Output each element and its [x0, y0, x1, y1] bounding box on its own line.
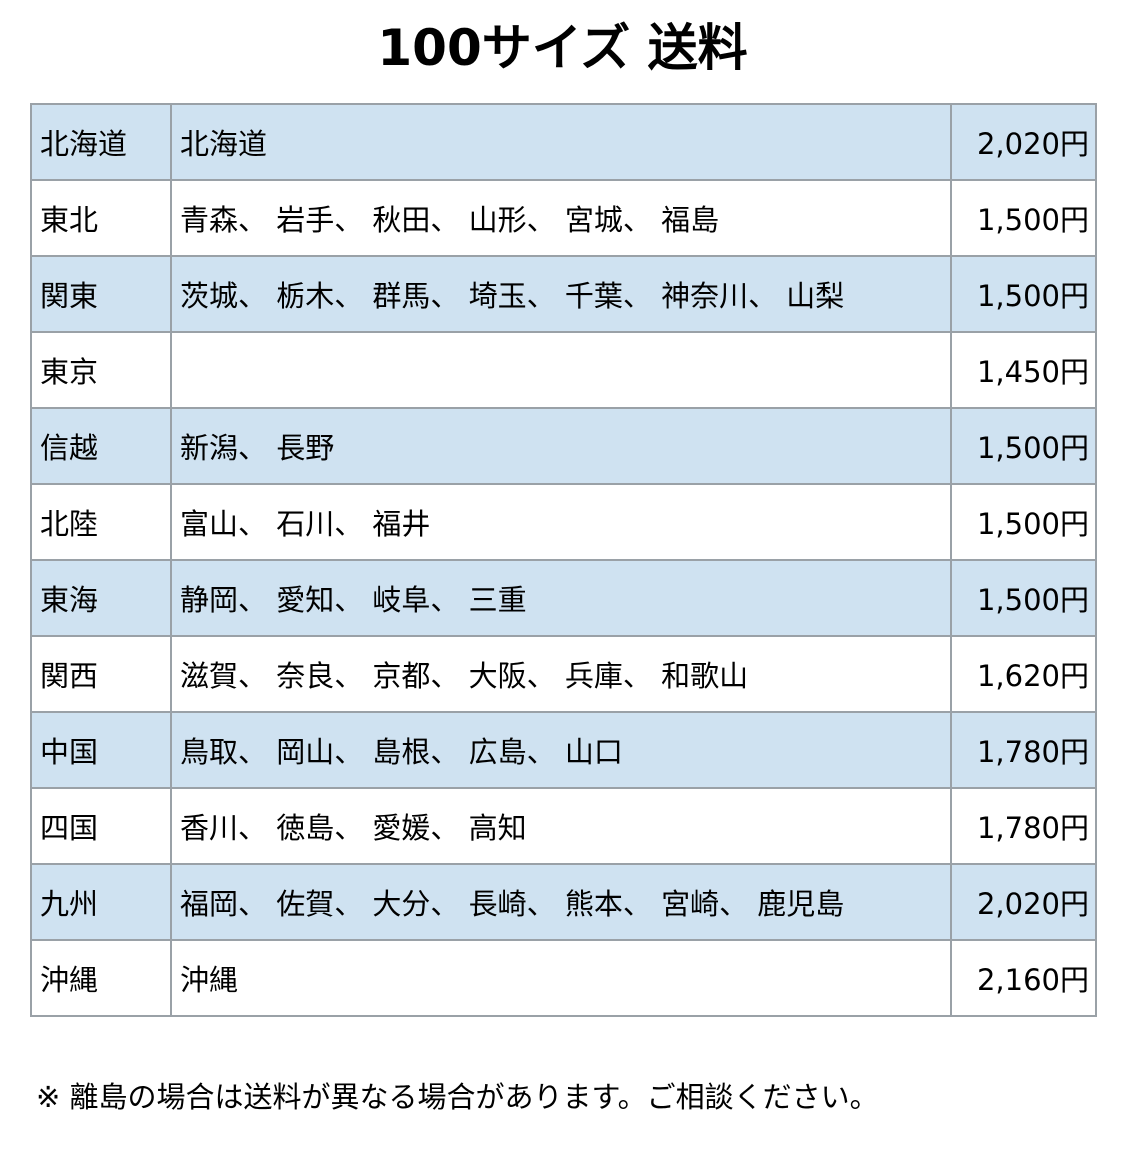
price-cell: 1,500円 [950, 255, 1097, 333]
region-cell: 関西 [30, 635, 172, 713]
prefectures-cell [170, 331, 952, 409]
region-cell: 四国 [30, 787, 172, 865]
region-cell: 北陸 [30, 483, 172, 561]
region-cell: 沖縄 [30, 939, 172, 1017]
price-cell: 1,620円 [950, 635, 1097, 713]
prefectures-cell: 静岡、 愛知、 岐阜、 三重 [170, 559, 952, 637]
shipping-fee-table: 北海道 北海道 2,020円 東北 青森、 岩手、 秋田、 山形、 宮城、 福島 1,50… [30, 103, 1097, 1017]
price-cell: 1,500円 [950, 559, 1097, 637]
table-row: 九州 福岡、 佐賀、 大分、 長崎、 熊本、 宮崎、 鹿児島 2,020円 [30, 863, 1097, 941]
region-cell: 東京 [30, 331, 172, 409]
table-row: 信越 新潟、 長野 1,500円 [30, 407, 1097, 485]
prefectures-cell: 新潟、 長野 [170, 407, 952, 485]
region-cell: 東海 [30, 559, 172, 637]
prefectures-cell: 沖縄 [170, 939, 952, 1017]
prefectures-cell: 香川、 徳島、 愛媛、 高知 [170, 787, 952, 865]
table-row: 東京 1,450円 [30, 331, 1097, 409]
region-cell: 信越 [30, 407, 172, 485]
region-cell: 東北 [30, 179, 172, 257]
region-cell: 北海道 [30, 103, 172, 181]
price-cell: 1,450円 [950, 331, 1097, 409]
table-row: 中国 鳥取、 岡山、 島根、 広島、 山口 1,780円 [30, 711, 1097, 789]
table-row: 北海道 北海道 2,020円 [30, 103, 1097, 181]
price-cell: 1,500円 [950, 179, 1097, 257]
region-cell: 関東 [30, 255, 172, 333]
price-cell: 1,500円 [950, 407, 1097, 485]
table-row: 北陸 富山、 石川、 福井 1,500円 [30, 483, 1097, 561]
prefectures-cell: 福岡、 佐賀、 大分、 長崎、 熊本、 宮崎、 鹿児島 [170, 863, 952, 941]
price-cell: 1,500円 [950, 483, 1097, 561]
price-cell: 2,160円 [950, 939, 1097, 1017]
price-cell: 2,020円 [950, 863, 1097, 941]
price-cell: 1,780円 [950, 711, 1097, 789]
page-title: 100サイズ 送料 [377, 19, 748, 77]
price-cell: 1,780円 [950, 787, 1097, 865]
table-row: 四国 香川、 徳島、 愛媛、 高知 1,780円 [30, 787, 1097, 865]
table-row: 東北 青森、 岩手、 秋田、 山形、 宮城、 福島 1,500円 [30, 179, 1097, 257]
prefectures-cell: 富山、 石川、 福井 [170, 483, 952, 561]
table-row: 沖縄 沖縄 2,160円 [30, 939, 1097, 1017]
prefectures-cell: 青森、 岩手、 秋田、 山形、 宮城、 福島 [170, 179, 952, 257]
remote-island-footnote: ※ 離島の場合は送料が異なる場合があります。ご相談ください。 [36, 1080, 879, 1114]
price-cell: 2,020円 [950, 103, 1097, 181]
prefectures-cell: 滋賀、 奈良、 京都、 大阪、 兵庫、 和歌山 [170, 635, 952, 713]
prefectures-cell: 北海道 [170, 103, 952, 181]
table-row: 東海 静岡、 愛知、 岐阜、 三重 1,500円 [30, 559, 1097, 637]
region-cell: 中国 [30, 711, 172, 789]
table-row: 関東 茨城、 栃木、 群馬、 埼玉、 千葉、 神奈川、 山梨 1,500円 [30, 255, 1097, 333]
prefectures-cell: 茨城、 栃木、 群馬、 埼玉、 千葉、 神奈川、 山梨 [170, 255, 952, 333]
region-cell: 九州 [30, 863, 172, 941]
table-row: 関西 滋賀、 奈良、 京都、 大阪、 兵庫、 和歌山 1,620円 [30, 635, 1097, 713]
prefectures-cell: 鳥取、 岡山、 島根、 広島、 山口 [170, 711, 952, 789]
